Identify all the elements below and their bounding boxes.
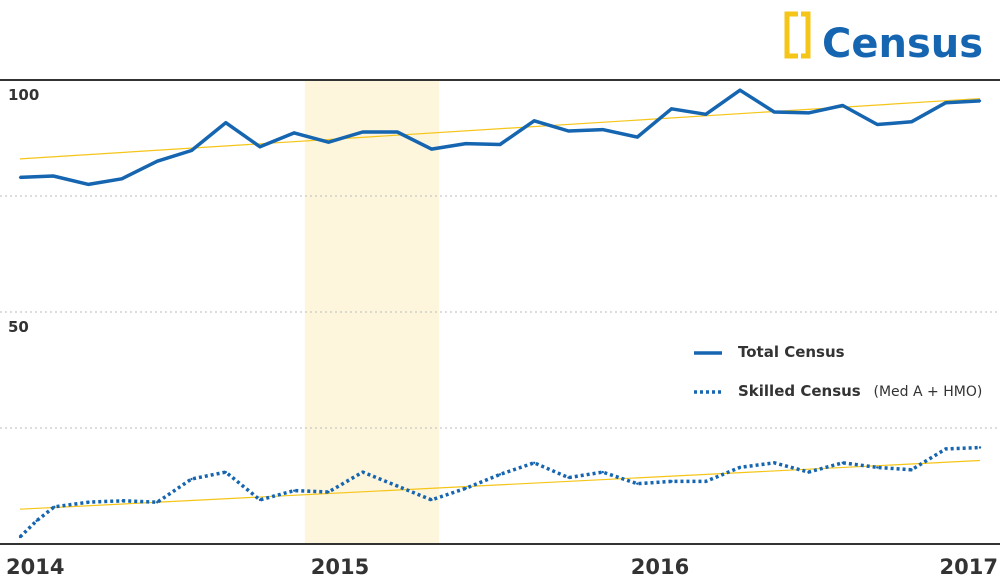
data-point	[876, 123, 879, 126]
data-point	[498, 143, 502, 146]
chart-title: Census	[822, 21, 983, 67]
data-point	[738, 89, 742, 92]
x-tick-label: 2017	[940, 555, 998, 579]
data-point	[396, 130, 399, 134]
series-line	[18, 445, 981, 539]
data-point	[533, 119, 536, 123]
data-point	[327, 490, 330, 494]
data-point	[361, 470, 364, 474]
data-point	[52, 174, 55, 178]
data-point	[944, 101, 947, 104]
data-point	[738, 466, 742, 469]
x-tick-label: 2015	[311, 555, 369, 579]
data-point	[224, 470, 227, 474]
data-point	[156, 160, 159, 163]
data-point	[121, 499, 124, 503]
data-point	[396, 484, 399, 488]
data-point	[327, 140, 330, 144]
data-point	[636, 482, 639, 485]
grid-lines	[0, 195, 1000, 429]
legend-note-skilled: (Med A + HMO)	[874, 384, 983, 400]
data-point	[430, 498, 433, 502]
data-point	[156, 501, 159, 504]
data-point	[293, 131, 296, 135]
data-point	[361, 130, 364, 134]
data-point	[35, 519, 38, 522]
data-point	[841, 104, 844, 107]
data-point	[910, 468, 913, 471]
data-point	[120, 177, 123, 181]
data-point	[841, 461, 844, 464]
data-point	[876, 466, 879, 469]
data-point	[293, 489, 296, 492]
chart-title-group: Census	[784, 11, 983, 67]
data-point	[258, 498, 262, 502]
data-point	[910, 120, 913, 123]
x-tick-label: 2014	[6, 555, 64, 579]
data-point	[807, 470, 810, 474]
legend-text-skilled: Skilled Census (Med A + HMO)	[738, 382, 982, 400]
trendline	[19, 459, 981, 510]
x-tick-labels: 2014 2015 2016 2017	[6, 555, 998, 579]
y-tick-label: 50	[8, 318, 29, 336]
data-point	[807, 111, 810, 115]
data-point	[258, 145, 262, 149]
data-point	[224, 121, 227, 124]
data-point	[978, 446, 982, 449]
legend-label-total: Total Census	[738, 343, 845, 361]
data-point	[533, 461, 536, 464]
data-point	[190, 477, 193, 481]
data-point	[773, 461, 776, 464]
data-point	[430, 147, 433, 151]
data-point	[601, 470, 604, 474]
data-point	[18, 535, 22, 539]
legend: Total Census Skilled Census (Med A + HMO…	[694, 343, 982, 400]
data-point	[601, 128, 604, 131]
data-point	[670, 107, 673, 110]
data-point	[464, 142, 467, 145]
data-point	[704, 113, 707, 116]
series-line	[19, 88, 981, 187]
data-point	[670, 480, 673, 483]
y-tick-label: 100	[8, 86, 39, 104]
data-point	[567, 129, 570, 133]
data-point	[498, 473, 502, 476]
data-point	[87, 183, 90, 186]
data-point	[464, 487, 467, 490]
data-point	[704, 480, 707, 483]
data-point	[53, 505, 56, 509]
x-tick-label: 2016	[631, 555, 689, 579]
y-tick-labels: 100 50	[8, 86, 39, 336]
bracket-icon	[784, 11, 811, 59]
legend-label-skilled: Skilled Census	[738, 382, 861, 400]
data-point	[636, 135, 639, 139]
data-point	[567, 476, 570, 479]
data-point	[944, 447, 947, 451]
data-point	[87, 501, 90, 504]
trendline	[19, 97, 981, 160]
series-lines	[18, 88, 982, 539]
data-point	[773, 110, 776, 114]
data-point	[978, 99, 982, 103]
data-point	[190, 149, 193, 152]
data-point	[18, 176, 22, 179]
